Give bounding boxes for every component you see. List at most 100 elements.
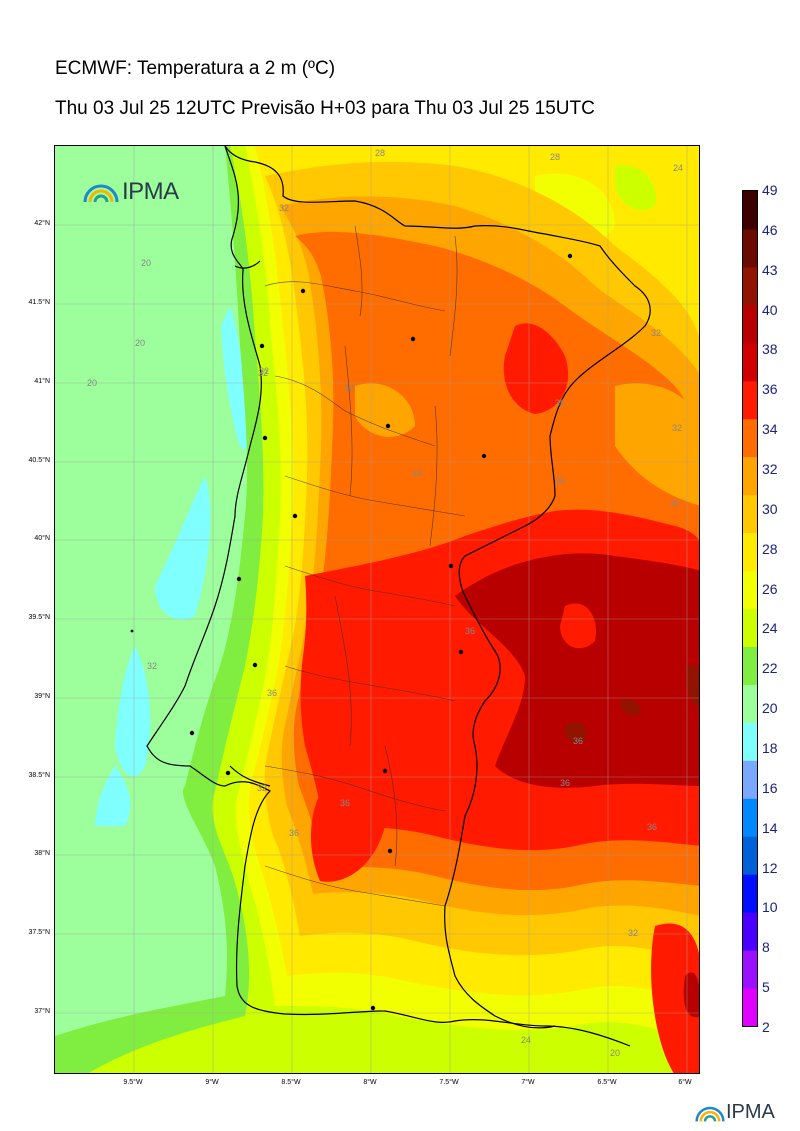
- colorbar-band: [743, 646, 757, 685]
- lat-label: 37°N: [34, 1008, 50, 1015]
- coastline: [146, 146, 631, 1047]
- lat-label: 37.5°N: [28, 929, 50, 936]
- temperature-map: 28 28 24 32 20 20 20 32 32 36 32 32 32 3…: [54, 145, 700, 1074]
- temperature-colorbar: [742, 190, 758, 1027]
- cold-water-patch: [95, 766, 131, 826]
- national-border: [224, 146, 651, 1029]
- contour-label: 24: [521, 1035, 531, 1045]
- contour-label: 28: [375, 148, 385, 158]
- lon-label: 8.5°W: [281, 1079, 301, 1086]
- contour-label: 32: [672, 423, 682, 433]
- colorbar-label: 8: [762, 939, 770, 956]
- lon-label: 8°W: [363, 1079, 377, 1086]
- contour-label: 36: [647, 822, 657, 832]
- colorbar-band: [743, 456, 757, 496]
- lon-label: 9.5°W: [123, 1079, 143, 1086]
- ipma-logo-text: IPMA: [726, 1101, 775, 1123]
- colorbar-label: 46: [762, 221, 778, 238]
- ipma-logo: IPMA: [82, 178, 179, 206]
- colorbar-band: [743, 532, 757, 572]
- colorbar-label: 18: [762, 740, 778, 756]
- colorbar-label: 12: [762, 859, 778, 876]
- colorbar-band: [743, 304, 757, 344]
- contour-label: 32: [412, 468, 422, 478]
- contour-label: 20: [135, 338, 145, 348]
- colorbar-band: [743, 608, 757, 647]
- lat-label: 41°N: [34, 378, 50, 385]
- contour-label: 32: [147, 661, 157, 671]
- colorbar-label: 2: [762, 1019, 770, 1035]
- colorbar-band: [743, 722, 757, 761]
- colorbar-band: [743, 760, 757, 799]
- contour-label: 36: [465, 626, 475, 636]
- colorbar-label: 24: [762, 620, 778, 637]
- contour-label: 32: [258, 368, 268, 378]
- temp-band-36: [503, 323, 569, 414]
- contour-label: 32: [259, 366, 269, 376]
- colorbar-label: 30: [762, 500, 778, 517]
- temp-band-38: [683, 972, 699, 1018]
- colorbar-band: [743, 570, 757, 609]
- temp-band-32-inner: [355, 383, 415, 437]
- lat-label: 39°N: [34, 693, 50, 700]
- temp-band-38-spot: [560, 603, 596, 649]
- cool-spot: [615, 165, 656, 210]
- colorbar-label: 22: [762, 660, 778, 677]
- colorbar-band: [743, 266, 757, 306]
- colorbar-label: 38: [762, 341, 778, 358]
- colorbar-band: [743, 836, 757, 875]
- contour-label: 20: [141, 258, 151, 268]
- contour-label: 32: [344, 383, 354, 393]
- lat-label: 38°N: [34, 850, 50, 857]
- colorbar-band: [743, 988, 757, 1026]
- lon-label: 6.5°W: [597, 1079, 617, 1086]
- contour-labels: 28 28 24 32 20 20 20 32 32 36 32 32 32 3…: [87, 148, 683, 1058]
- contour-label: 32: [651, 328, 661, 338]
- contour-label: 20: [610, 1048, 620, 1058]
- contour-label: 32: [257, 783, 267, 793]
- colorbar-band: [743, 494, 757, 534]
- contour-label: 36: [267, 688, 277, 698]
- colorbar-label: 36: [762, 381, 778, 398]
- ipma-rainbow-icon: [83, 184, 119, 203]
- colorbar-label: 5: [762, 979, 770, 996]
- district-borders: [264, 225, 466, 907]
- colorbar-label: 16: [762, 779, 778, 796]
- colorbar-band: [743, 798, 757, 837]
- colorbar-band: [743, 228, 757, 268]
- ipma-logo-footer: IPMA: [694, 1101, 775, 1125]
- contour-label: 28: [550, 152, 560, 162]
- lon-label: 7°W: [521, 1079, 535, 1086]
- lat-label: 40°N: [34, 535, 50, 542]
- lat-label: 39.5°N: [28, 614, 50, 621]
- contour-label: 32: [628, 928, 638, 938]
- contour-label: 36: [555, 476, 565, 486]
- contour-label: 20: [87, 378, 97, 388]
- colorbar-label: 34: [762, 421, 778, 438]
- contour-label: 36: [340, 798, 350, 808]
- contour-label: 36: [555, 398, 565, 408]
- colorbar-band: [743, 342, 757, 382]
- ipma-logo-text: IPMA: [122, 178, 179, 205]
- colorbar-label: 40: [762, 301, 778, 318]
- lat-label: 38.5°N: [28, 772, 50, 779]
- colorbar-label: 26: [762, 580, 778, 597]
- colorbar-band: [743, 912, 757, 951]
- lat-label: 40.5°N: [28, 457, 50, 464]
- cold-water-patch: [155, 476, 211, 620]
- colorbar-band: [743, 950, 757, 989]
- colorbar-label: 20: [762, 700, 778, 717]
- temp-band-36: [310, 778, 385, 882]
- contour-label: 36: [670, 498, 680, 508]
- cold-water-patch: [115, 646, 151, 777]
- lon-label: 7.5°W: [439, 1079, 459, 1086]
- colorbar-label: 28: [762, 540, 778, 557]
- contour-label: 36: [289, 828, 299, 838]
- colorbar-label: 43: [762, 261, 778, 278]
- temp-band-40-spot: [620, 699, 641, 716]
- lat-label: 42°N: [34, 220, 50, 227]
- map-subtitle: Thu 03 Jul 25 12UTC Previsão H+03 para T…: [55, 98, 595, 119]
- colorbar-band: [743, 684, 757, 723]
- temp-band-32-inner: [615, 383, 699, 506]
- ipma-rainbow-icon: [695, 1106, 725, 1122]
